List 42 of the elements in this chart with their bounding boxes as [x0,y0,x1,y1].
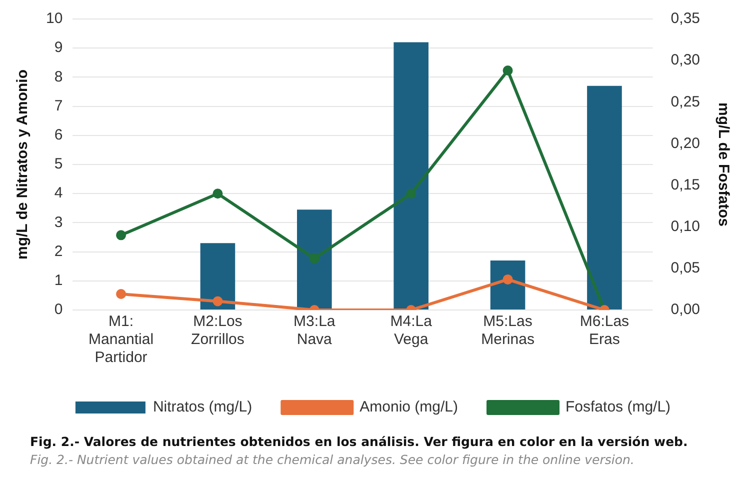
x-tick-label: M2:Los Zorrillos [191,313,244,348]
bar [200,243,236,310]
y2-tick-label: 0,10 [670,218,700,235]
legend-label: Fosfatos (mg/L) [566,398,671,416]
legend-label: Nitratos (mg/L) [152,398,252,416]
y-tick-label: 4 [54,184,63,202]
y-tick-label: 9 [54,39,63,56]
x-tick-label: M3:La Nava [294,313,336,348]
x-tick-label: M6:Las Eras [580,313,630,348]
x-tick-label: M1: Manantial Partidor [88,313,154,366]
bar [394,42,428,310]
x-tick-label: M4:La Vega [390,313,433,348]
point [406,188,416,199]
caption: Fig. 2.- Valores de nutrientes obtenidos en los análisis. Ver figura en color en la versión web. [30,434,689,449]
y-tick-label: 6 [54,126,63,144]
y2-tick-label: 0,05 [670,260,700,277]
y-tick-label: 1 [54,272,63,290]
y-tick-label: 2 [54,242,63,260]
x-tick-label: M5:Las Merinas [481,313,534,348]
point [116,230,126,240]
point [502,66,513,76]
y2-tick-label: 0,15 [670,176,700,194]
y2-tick-label: 0,35 [670,10,700,28]
bar [297,210,332,310]
y-tick-label: 3 [54,214,63,231]
y2-tick-label: 0,25 [670,93,700,110]
bar [490,260,526,310]
y-tick-label: 5 [54,156,63,173]
y2-axis-title: mg/L de Fosfatos [714,102,732,226]
y-tick-label: 10 [46,10,63,28]
caption: Fig. 2.- Nutrient values obtained at the chemical analyses. See color figure in the online version. [30,452,636,467]
y-axis-title: mg/L de Nitratos y Amonio [14,69,32,260]
y-tick-label: 0 [54,301,63,318]
bar [587,86,622,310]
y2-tick-label: 0,30 [670,52,700,69]
y2-tick-label: 0,00 [670,301,700,318]
y-tick-label: 8 [54,68,63,86]
y2-tick-label: 0,20 [670,134,700,152]
legend-label: Amonio (mg/L) [360,398,458,416]
point [212,188,223,199]
point [309,253,320,264]
y-tick-label: 7 [54,97,63,114]
